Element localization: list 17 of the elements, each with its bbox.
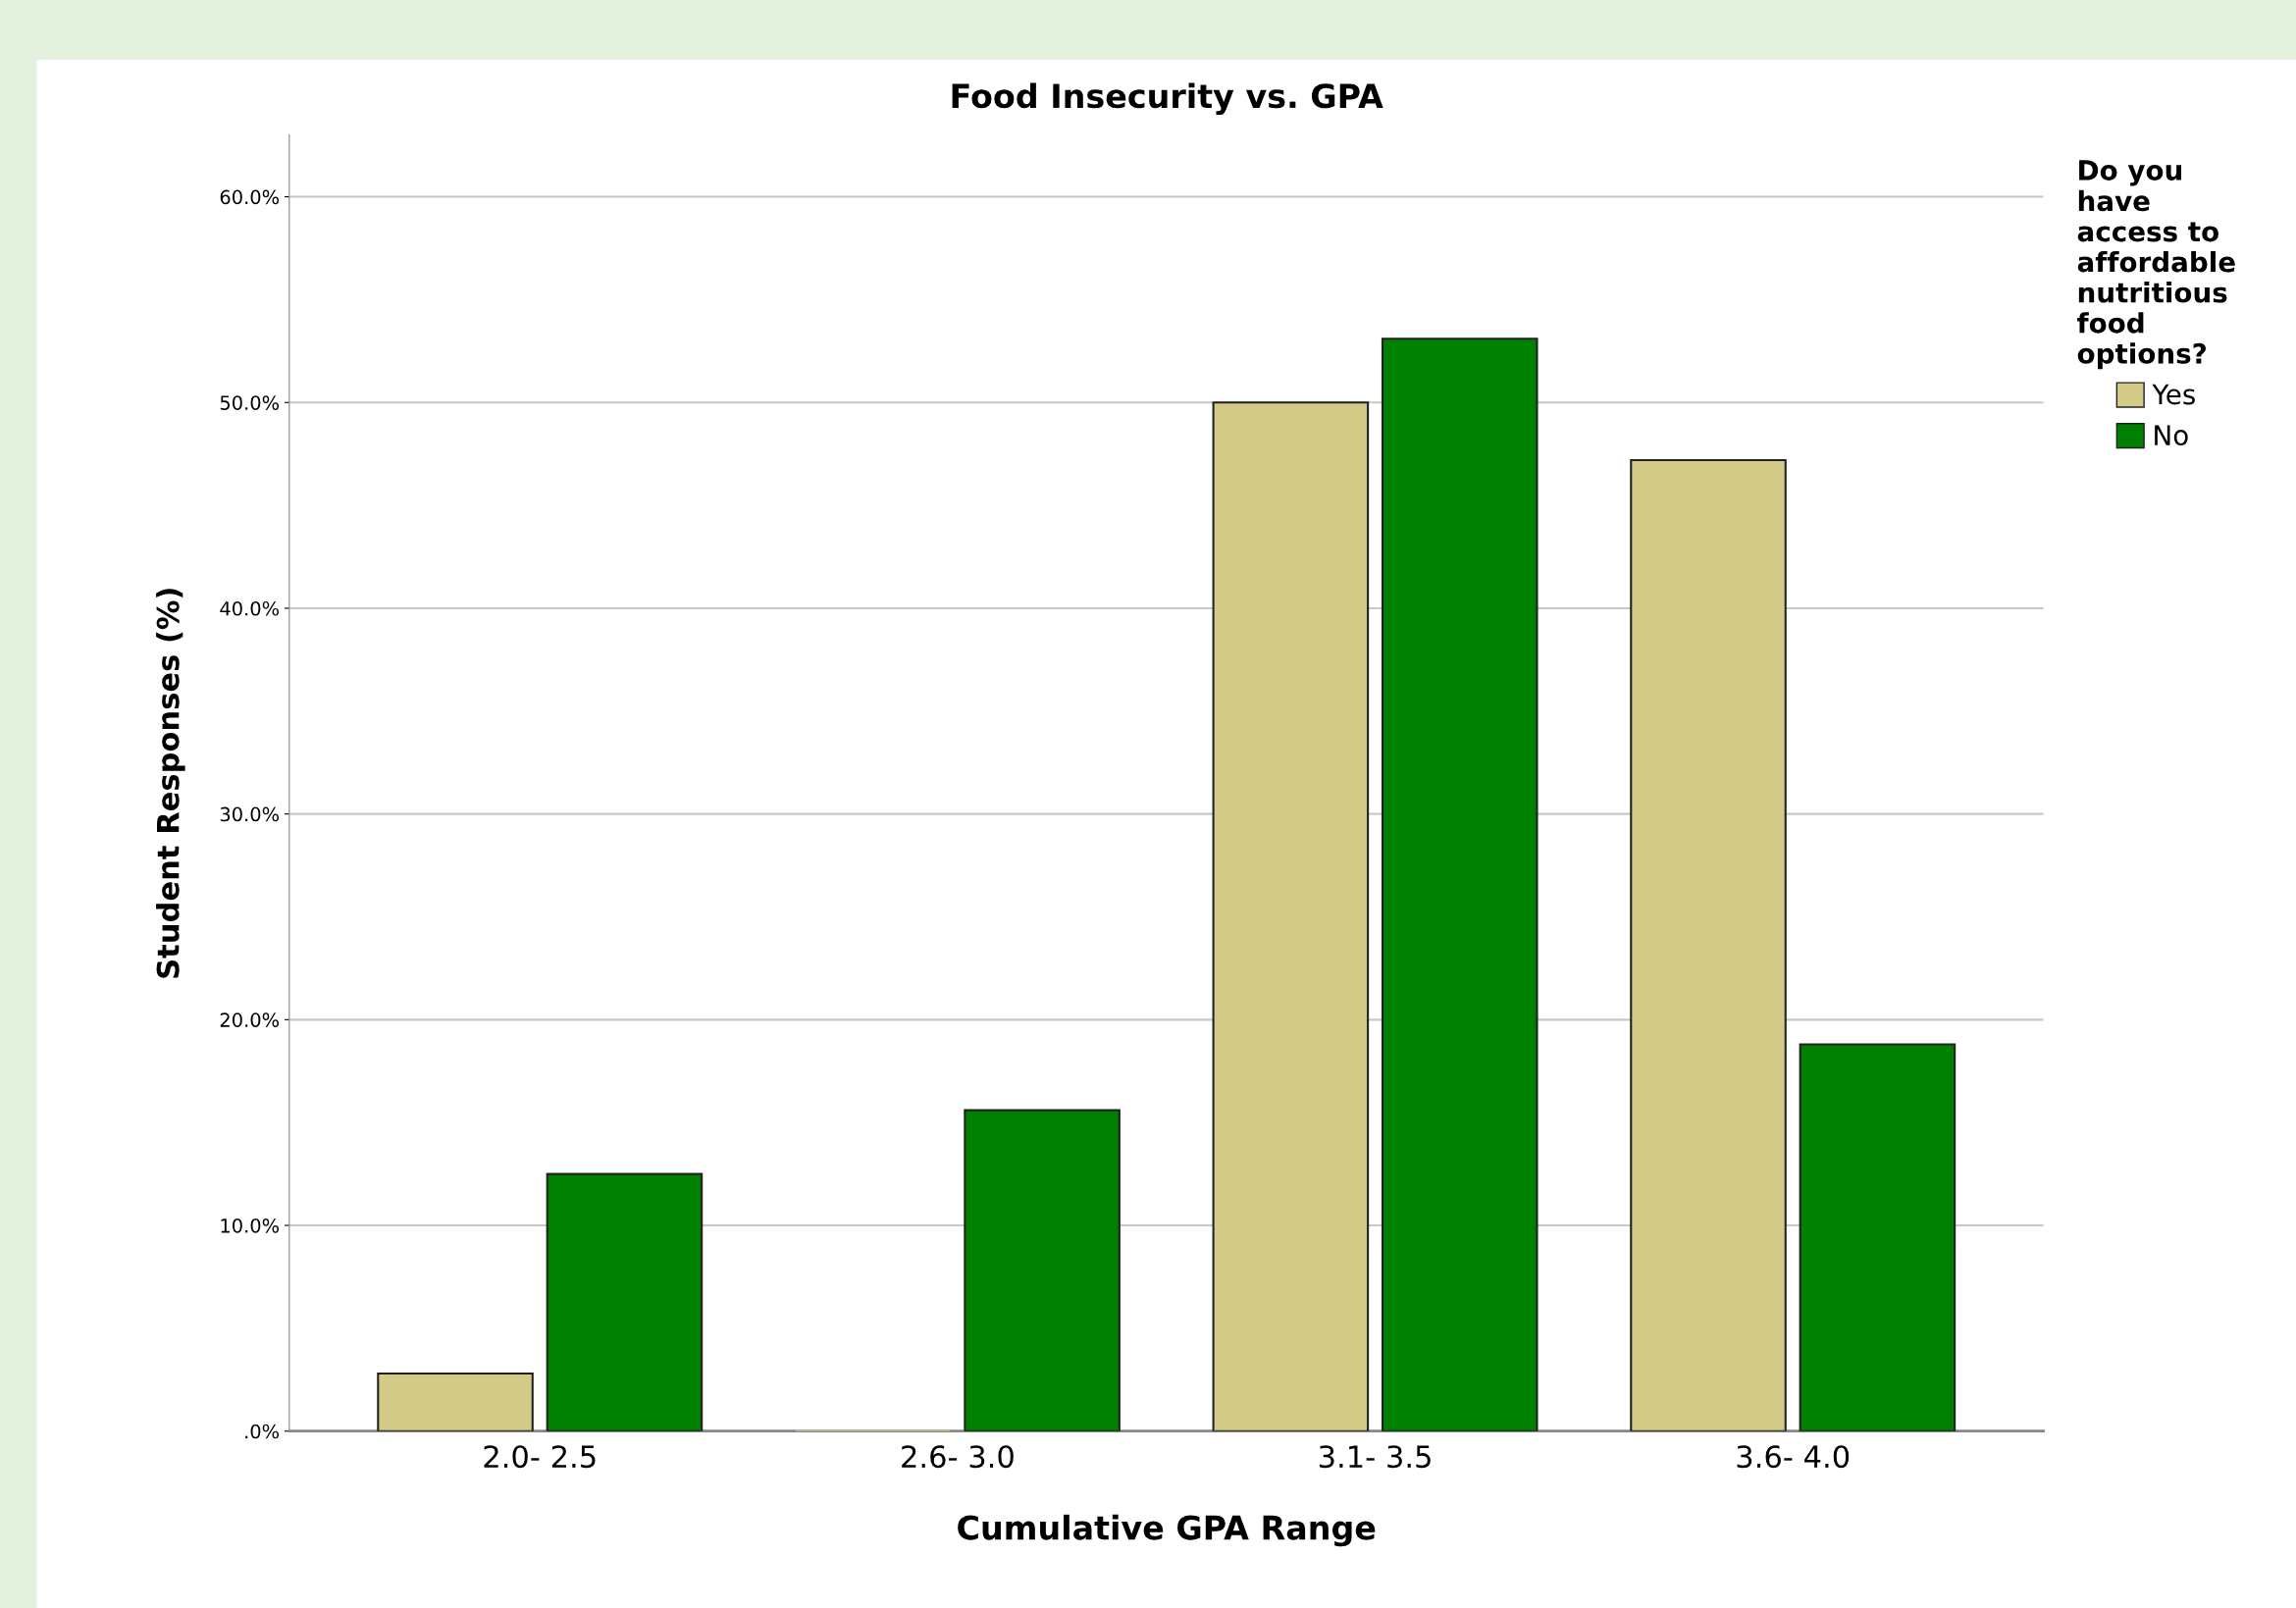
chart-title: Food Insecurity vs. GPA xyxy=(952,82,1383,116)
x-tick-label: 2.6- 3.0 xyxy=(902,1445,1014,1469)
legend-title: Do you have access to affordable nutritious food options? xyxy=(2077,160,2235,370)
x-axis-title: Cumulative GPA Range xyxy=(958,1514,1376,1547)
legend-label: No xyxy=(2155,425,2188,446)
y-tick-label: 30.0% xyxy=(220,806,280,822)
y-tick-label: 60.0% xyxy=(220,189,280,205)
y-tick-label: 50.0% xyxy=(220,395,280,410)
x-tick-label: 2.0- 2.5 xyxy=(484,1445,596,1469)
y-tick-label: 10.0% xyxy=(221,1218,280,1233)
y-axis-title: Student Responses (%) xyxy=(156,589,185,978)
x-tick-label: 3.1- 3.5 xyxy=(1319,1445,1431,1469)
x-tick-label: 3.6- 4.0 xyxy=(1737,1445,1850,1469)
y-tick-label: 40.0% xyxy=(220,600,280,616)
y-tick-label: 20.0% xyxy=(220,1012,280,1027)
y-tick-label: .0% xyxy=(245,1424,280,1439)
legend-label: Yes xyxy=(2152,384,2195,405)
